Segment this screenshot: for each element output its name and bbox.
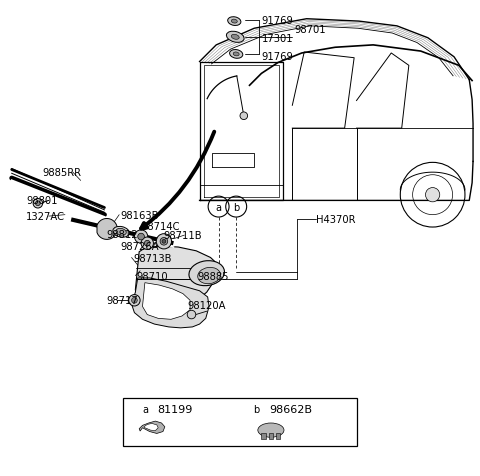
Circle shape — [134, 230, 148, 244]
Text: 98120A: 98120A — [188, 300, 226, 310]
Text: 98163B: 98163B — [120, 210, 159, 220]
Text: b: b — [233, 202, 240, 212]
Text: 98885: 98885 — [197, 271, 228, 281]
Text: a: a — [142, 404, 148, 414]
Text: 98701: 98701 — [295, 25, 326, 35]
Circle shape — [187, 311, 196, 319]
Ellipse shape — [189, 261, 225, 286]
Circle shape — [425, 188, 440, 202]
Circle shape — [156, 234, 171, 249]
Ellipse shape — [228, 18, 241, 26]
Text: 17301: 17301 — [262, 34, 293, 44]
Circle shape — [162, 240, 166, 244]
Ellipse shape — [231, 20, 237, 24]
Polygon shape — [143, 283, 190, 319]
Text: H4370R: H4370R — [316, 215, 356, 225]
Bar — [276, 433, 280, 439]
Text: 81199: 81199 — [158, 404, 193, 414]
Ellipse shape — [229, 50, 243, 59]
Text: 98717: 98717 — [107, 296, 139, 306]
Text: 98662B: 98662B — [269, 404, 312, 414]
Text: 98714C: 98714C — [142, 221, 180, 231]
Bar — [123, 398, 357, 446]
Circle shape — [132, 298, 137, 304]
Circle shape — [144, 241, 150, 247]
Text: 98801: 98801 — [26, 196, 58, 206]
Ellipse shape — [233, 53, 239, 57]
Polygon shape — [97, 219, 117, 240]
Text: 1327AC: 1327AC — [26, 212, 65, 222]
Circle shape — [141, 238, 154, 250]
Polygon shape — [139, 421, 165, 434]
Text: 98711B: 98711B — [163, 231, 202, 240]
Bar — [262, 433, 266, 439]
Bar — [268, 433, 273, 439]
Ellipse shape — [113, 227, 129, 238]
Text: 9885RR: 9885RR — [43, 168, 82, 178]
Ellipse shape — [231, 35, 239, 40]
Polygon shape — [135, 247, 218, 301]
Circle shape — [160, 238, 168, 246]
Circle shape — [36, 201, 40, 206]
Text: 91769: 91769 — [262, 52, 293, 62]
Text: 98726A: 98726A — [120, 241, 159, 251]
Polygon shape — [132, 278, 209, 328]
Text: 98713B: 98713B — [133, 254, 171, 264]
Ellipse shape — [116, 229, 126, 236]
Polygon shape — [144, 424, 158, 431]
Circle shape — [240, 113, 248, 120]
Ellipse shape — [258, 423, 284, 437]
Circle shape — [129, 295, 140, 307]
Text: b: b — [253, 404, 260, 414]
Text: 98812: 98812 — [107, 229, 138, 239]
Ellipse shape — [227, 32, 244, 43]
Circle shape — [138, 234, 144, 240]
Circle shape — [33, 199, 43, 208]
Text: 91769: 91769 — [262, 16, 293, 26]
Text: 98710: 98710 — [136, 271, 168, 281]
Text: a: a — [216, 202, 222, 212]
Ellipse shape — [198, 268, 220, 284]
